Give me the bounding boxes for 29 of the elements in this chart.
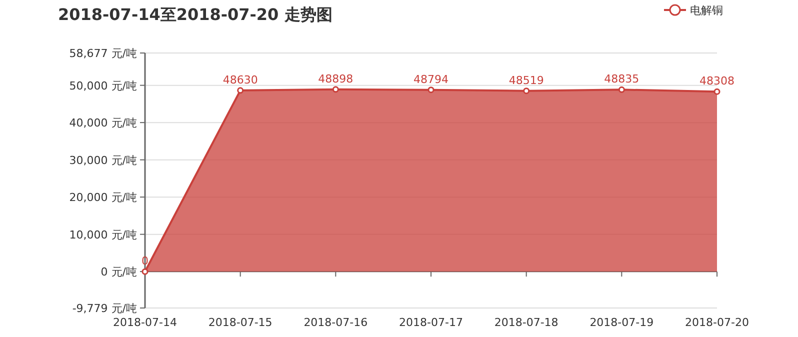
x-tick-label: 2018-07-15 (208, 316, 272, 329)
point (618, 86, 625, 93)
y-tick-label: 10,000 元/吨 (69, 228, 137, 242)
point (523, 88, 530, 94)
point (428, 86, 434, 94)
chart-title: 2018-07-14至2018-07-20 走势图 (58, 5, 332, 24)
y-tick-label: 50,000 元/吨 (69, 79, 137, 92)
x-tick-label: 2018-07-18 (494, 316, 558, 329)
data-label: 48794 (414, 72, 448, 86)
y-tick-label: 20,000 元/吨 (69, 191, 137, 204)
y-tick-label: 40,000 元/吨 (69, 116, 137, 130)
legend-label: 电解铜 (690, 4, 723, 17)
point (332, 86, 339, 93)
data-label: 48519 (508, 74, 544, 87)
x-tick-label: 2018-07-16 (304, 316, 368, 329)
data-label: 48898 (318, 72, 354, 86)
point (237, 87, 244, 94)
x-tick-label: 2018-07-17 (399, 316, 463, 329)
y-tick-label: 0 元/吨 (100, 266, 137, 279)
data-label: 48308 (700, 74, 734, 88)
y-tick-label: -9,779 元/吨 (72, 302, 137, 315)
y-tick-label: 58,677 元/吨 (69, 47, 137, 60)
x-tick-label: 2018-07-19 (590, 316, 654, 329)
y-tick-label: 30,000 元/吨 (69, 154, 137, 167)
x-tick-label: 2018-07-14 (113, 316, 177, 329)
point (714, 88, 720, 95)
x-tick-label: 2018-07-20 (685, 316, 749, 329)
data-label: 48835 (604, 72, 640, 86)
data-label: 48630 (222, 73, 258, 86)
